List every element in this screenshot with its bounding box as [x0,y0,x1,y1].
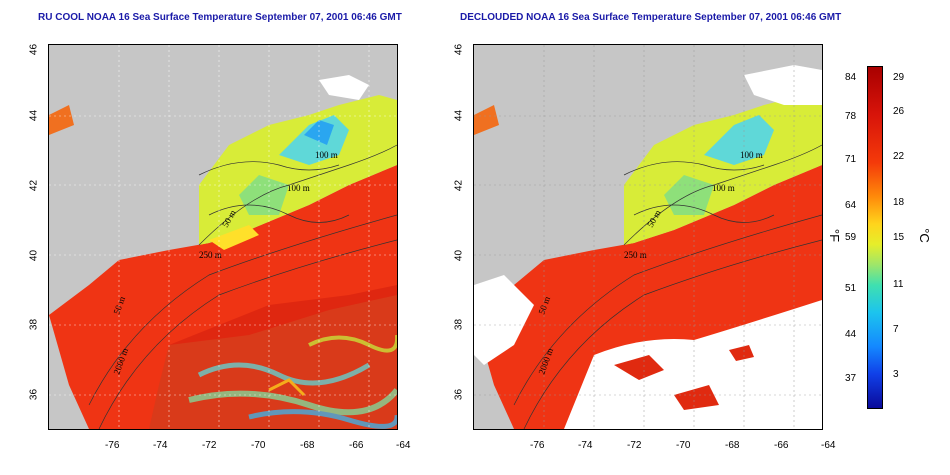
svg-text:100 m: 100 m [315,150,338,160]
left-lat-label-46: 46 [28,43,40,56]
right-lon-label-66: -66 [774,440,789,451]
right-lon-label-64: -64 [821,440,836,451]
left-lon-label-68: -68 [300,440,315,451]
cb-f-64: 64 [845,200,857,211]
right-lat-label-42: 42 [453,179,465,192]
temperature-colorbar [867,66,883,409]
svg-text:100 m: 100 m [740,150,763,160]
left-lat-label-42: 42 [28,179,40,192]
right-lon-label-68: -68 [725,440,740,451]
cb-f-71: 71 [845,154,857,165]
cb-f-84: 84 [845,72,857,83]
left-lon-label-64: -64 [396,440,411,451]
right-lat-label-40: 40 [453,249,465,262]
cb-f-51: 51 [845,283,857,294]
left-lat-label-38: 38 [28,318,40,331]
cb-f-37: 37 [845,373,857,384]
right-sst-map: 100 m 100 m 50 m 250 m 50 m 2000 m [473,44,823,430]
fahrenheit-unit-label: °F [827,228,843,243]
left-map-title: RU COOL NOAA 16 Sea Surface Temperature … [38,12,402,23]
right-lat-label-44: 44 [453,109,465,122]
left-lon-label-70: -70 [251,440,266,451]
cb-c-29: 29 [893,72,905,83]
right-lat-label-36: 36 [453,388,465,401]
left-lat-label-40: 40 [28,249,40,262]
left-lon-label-72: -72 [202,440,217,451]
right-lat-label-38: 38 [453,318,465,331]
svg-text:100 m: 100 m [287,183,310,193]
cb-c-18: 18 [893,197,905,208]
left-lon-label-76: -76 [105,440,120,451]
cb-f-44: 44 [845,329,857,340]
cb-c-22: 22 [893,151,905,162]
left-lat-label-36: 36 [28,388,40,401]
cb-c-3: 3 [893,369,899,380]
cb-f-78: 78 [845,111,857,122]
cb-c-7: 7 [893,324,899,335]
left-sst-map: 100 m 100 m 50 m 250 m 50 m 2000 m [48,44,398,430]
cb-c-26: 26 [893,106,905,117]
left-lon-label-74: -74 [153,440,168,451]
right-lon-label-76: -76 [530,440,545,451]
right-map-title: DECLOUDED NOAA 16 Sea Surface Temperatur… [460,12,842,23]
svg-text:100 m: 100 m [712,183,735,193]
right-lon-label-70: -70 [676,440,691,451]
cb-f-59: 59 [845,232,857,243]
left-lat-label-44: 44 [28,109,40,122]
cb-c-15: 15 [893,232,905,243]
celsius-unit-label: °C [916,228,932,243]
right-lon-label-74: -74 [578,440,593,451]
right-lon-label-72: -72 [627,440,642,451]
left-lon-label-66: -66 [349,440,364,451]
right-map-image: 100 m 100 m 50 m 250 m 50 m 2000 m [474,45,822,429]
cb-c-11: 11 [893,279,904,290]
right-lat-label-46: 46 [453,43,465,56]
left-map-image: 100 m 100 m 50 m 250 m 50 m 2000 m [49,45,397,429]
